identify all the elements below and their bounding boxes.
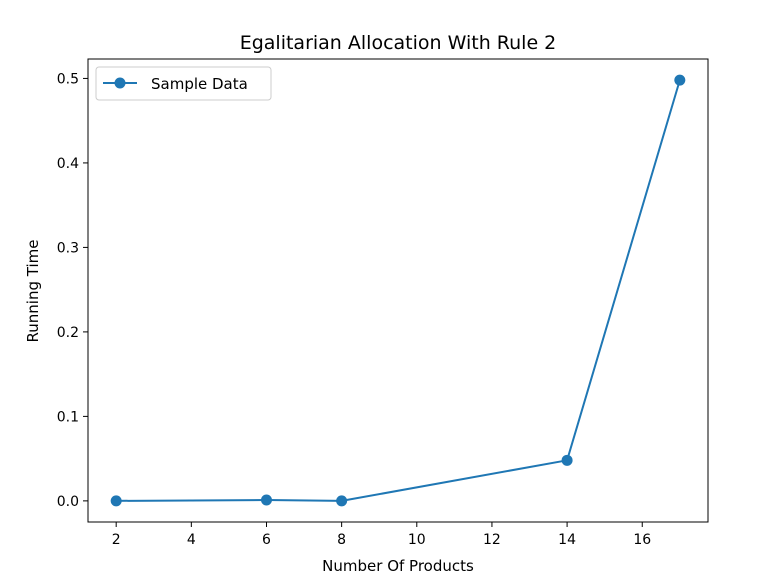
chart-title: Egalitarian Allocation With Rule 2 [240, 32, 557, 54]
y-tick-label: 0.3 [57, 240, 79, 256]
legend-marker-swatch [114, 77, 126, 89]
legend: Sample Data [95, 66, 272, 101]
data-point [336, 495, 348, 507]
y-tick-label: 0.2 [57, 325, 79, 341]
x-tick-label: 10 [408, 532, 426, 548]
legend-label-sample-data: Sample Data [151, 75, 248, 93]
series-layer [110, 74, 686, 507]
axis-ticks: 2 4 6 8 10 12 14 16 0.0 0.1 0.2 0.3 0.4 0.5 [57, 71, 652, 548]
y-tick-label: 0.0 [57, 494, 79, 510]
data-point [561, 454, 573, 466]
x-tick-label: 16 [633, 532, 651, 548]
axes-frame [87, 58, 709, 523]
data-point [110, 495, 122, 507]
y-tick-label: 0.5 [57, 71, 79, 87]
data-point [260, 494, 272, 506]
legend-box [95, 66, 272, 101]
y-tick-label: 0.4 [57, 156, 79, 172]
x-tick-label: 12 [483, 532, 501, 548]
x-tick-label: 4 [187, 532, 196, 548]
data-point [674, 74, 686, 86]
x-tick-label: 14 [558, 532, 576, 548]
x-tick-label: 8 [337, 532, 346, 548]
x-tick-label: 2 [112, 532, 121, 548]
x-tick-label: 6 [262, 532, 271, 548]
y-axis-label: Running Time [24, 240, 42, 343]
x-axis-label: Number Of Products [322, 557, 474, 575]
y-tick-label: 0.1 [57, 409, 79, 425]
